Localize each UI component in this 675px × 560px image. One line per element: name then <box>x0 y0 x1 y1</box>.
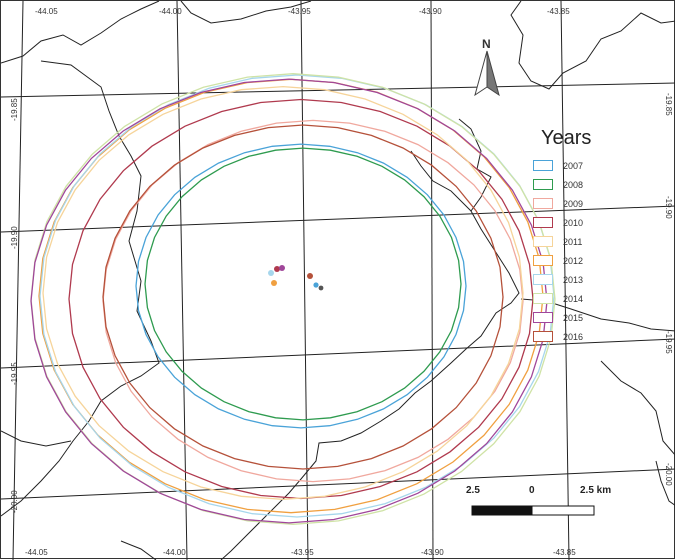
longitude-label-bottom: -43.85 <box>553 548 576 557</box>
buffer-rings <box>30 73 556 525</box>
center-point <box>313 282 319 288</box>
longitude-label-bottom: -44.00 <box>163 548 186 557</box>
legend-item-2016: 2016 <box>533 327 633 346</box>
legend-item-2008: 2008 <box>533 175 633 194</box>
scale-bar-graphic <box>471 505 595 516</box>
graticule-meridian <box>12 1 24 560</box>
legend-swatch <box>533 198 553 209</box>
longitude-label-top: -43.90 <box>419 7 442 16</box>
buffer-ring-2010 <box>68 98 534 500</box>
graticule-parallel <box>1 205 675 233</box>
legend-label: 2012 <box>563 255 584 266</box>
legend-swatch <box>533 331 553 342</box>
boundary-line <box>1 135 160 517</box>
latitude-label-right: -19.90 <box>664 196 673 219</box>
latitude-label-left: -20.00 <box>10 490 19 513</box>
legend-swatch <box>533 274 553 285</box>
legend-label: 2016 <box>563 331 584 342</box>
scale-label-middle: 0 <box>529 485 535 496</box>
legend-item-2015: 2015 <box>533 308 633 327</box>
center-point <box>268 270 274 276</box>
legend-item-2014: 2014 <box>533 289 633 308</box>
scale-label-right: 2.5 km <box>580 485 612 496</box>
legend-title: Years <box>541 127 592 149</box>
legend-item-2007: 2007 <box>533 156 633 175</box>
legend-item-2009: 2009 <box>533 194 633 213</box>
center-point <box>274 266 280 272</box>
legend-label: 2009 <box>563 198 584 209</box>
buffer-ring-2007 <box>135 143 467 429</box>
boundary-line <box>180 1 312 24</box>
boundary-line <box>220 118 520 560</box>
longitude-label-top: -44.00 <box>159 7 182 16</box>
legend-label: 2010 <box>563 217 584 228</box>
legend-swatch <box>533 255 553 266</box>
legend-rows: 2007 2008 2009 2010 2011 2012 2013 2014 2015 2016 <box>533 156 633 346</box>
longitude-label-bottom: -43.95 <box>291 548 314 557</box>
legend-swatch <box>533 312 553 323</box>
graticule-meridian <box>560 1 570 560</box>
buffer-ring-2011 <box>42 85 524 501</box>
buffer-ring-2008 <box>144 147 462 421</box>
legend-label: 2013 <box>563 274 584 285</box>
latitude-label-left: -19.95 <box>10 362 19 385</box>
legend-swatch <box>533 179 553 190</box>
graticule-meridian <box>176 1 188 560</box>
north-arrow: N <box>471 37 507 99</box>
north-arrow-icon <box>474 50 500 97</box>
graticule-parallel <box>1 468 675 500</box>
latitude-label-left: -19.90 <box>10 226 19 249</box>
graticule-meridian <box>300 1 309 560</box>
legend-swatch <box>533 217 553 228</box>
legend-item-2010: 2010 <box>533 213 633 232</box>
longitude-label-top: -43.85 <box>547 7 570 16</box>
graticule-parallel <box>1 338 675 369</box>
boundary-line <box>40 60 120 137</box>
buffer-ring-2016 <box>102 124 504 470</box>
boundary-line <box>410 150 472 212</box>
latitude-label-right: -19.85 <box>664 93 673 116</box>
boundary-line <box>1 1 160 64</box>
scale-label-left: 2.5 <box>466 485 480 496</box>
latitude-label-right: -20.00 <box>664 463 673 486</box>
center-point <box>307 273 313 279</box>
legend: Years 2007 2008 2009 2010 2011 2012 2013 2014 20… <box>531 125 635 348</box>
center-point <box>271 280 277 286</box>
longitude-label-top: -44.05 <box>35 7 58 16</box>
legend-label: 2011 <box>563 236 583 247</box>
legend-item-2012: 2012 <box>533 251 633 270</box>
legend-swatch <box>533 293 553 304</box>
north-label: N <box>482 37 491 51</box>
legend-item-2013: 2013 <box>533 270 633 289</box>
longitude-label-bottom: -44.05 <box>25 548 48 557</box>
boundary-line <box>655 460 675 506</box>
boundary-line <box>510 1 675 90</box>
center-point <box>279 265 285 271</box>
legend-label: 2007 <box>563 160 584 171</box>
longitude-label-top: -43.95 <box>288 7 311 16</box>
center-points <box>268 265 324 291</box>
boundary-line <box>120 540 157 560</box>
scale-bar: 2.5 0 2.5 km <box>464 485 614 525</box>
graticule-parallel <box>1 82 675 98</box>
legend-label: 2008 <box>563 179 584 190</box>
boundary-line <box>600 360 675 456</box>
latitude-label-right: -19.95 <box>664 331 673 354</box>
coordinate-labels: -44.05 -44.00 -43.95 -43.90 -43.85 -44.0… <box>10 7 673 557</box>
legend-swatch <box>533 236 553 247</box>
legend-swatch <box>533 160 553 171</box>
boundary-line <box>1 430 72 447</box>
legend-item-2011: 2011 <box>533 232 633 251</box>
graticule-meridian <box>430 1 434 560</box>
center-point <box>318 285 324 291</box>
legend-label: 2015 <box>563 312 584 323</box>
legend-label: 2014 <box>563 293 584 304</box>
buffer-ring-2015 <box>30 78 548 524</box>
longitude-label-bottom: -43.90 <box>421 548 444 557</box>
latitude-label-left: -19.85 <box>10 98 19 121</box>
